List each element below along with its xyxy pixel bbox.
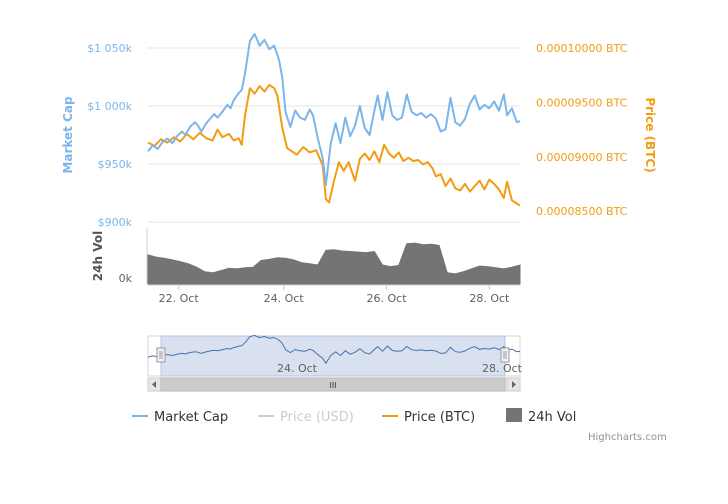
legend-symbol[interactable] [506, 408, 522, 422]
volume-axis-title: 24h Vol [91, 231, 105, 281]
x-axis-tick-label: 28. Oct [469, 292, 510, 305]
market-cap-tick-label: $1 000k [87, 100, 132, 113]
legend-item: 24h Vol [528, 410, 576, 425]
legend-item: Price (USD) [280, 410, 354, 425]
legend-item: Price (BTC) [404, 410, 475, 425]
navigator-tick-label: 28. Oct [482, 362, 523, 375]
navigator-left-handle[interactable] [156, 347, 166, 363]
price-btc-axis-title: Price (BTC) [643, 97, 657, 172]
market-cap-tick-label: $950k [98, 158, 133, 171]
credits-link[interactable]: Highcharts.com [588, 432, 667, 443]
price-btc-line [147, 84, 521, 207]
market-cap-line [147, 33, 521, 186]
navigator-selection[interactable] [160, 335, 506, 377]
arrow-left-icon [152, 381, 156, 388]
navigator-series-line [147, 334, 521, 365]
market-cap-tick-label: $1 050k [87, 42, 132, 55]
volume-area [147, 242, 521, 285]
x-axis-tick-label: 24. Oct [264, 292, 305, 305]
volume-tick-label: 0k [119, 272, 133, 285]
navigator-tick-label: 24. Oct [277, 362, 318, 375]
x-axis-tick-label: 26. Oct [367, 292, 408, 305]
x-axis-tick-label: 22. Oct [159, 292, 200, 305]
market-cap-tick-label: $900k [98, 216, 133, 229]
navigator-right-handle[interactable] [500, 347, 510, 363]
scrollbar-grip: III [329, 381, 336, 390]
market-cap-axis-title: Market Cap [61, 96, 75, 174]
price-btc-tick-label: 0.00009000 BTC [536, 151, 628, 164]
price-btc-tick-label: 0.00008500 BTC [536, 205, 628, 218]
price-btc-tick-label: 0.00010000 BTC [536, 42, 628, 55]
arrow-right-icon [512, 381, 516, 388]
legend-item: Market Cap [154, 410, 228, 425]
scrollbar-thumb[interactable] [160, 377, 506, 392]
price-btc-tick-label: 0.00009500 BTC [536, 96, 628, 109]
